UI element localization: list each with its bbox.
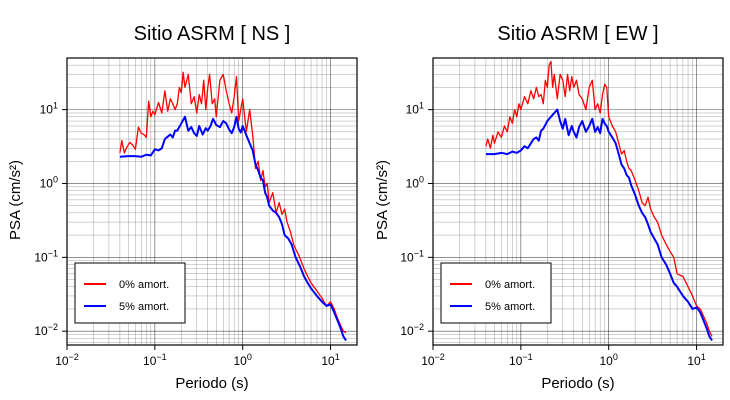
chart-panel-ns: Sitio ASRM [ NS ] Periodo (s) PSA (cm/s²…	[7, 23, 358, 392]
legend-label: 5% amort.	[485, 301, 535, 313]
plot-frame	[66, 57, 358, 346]
y-tick-label: 10−1	[400, 248, 424, 264]
chart-title: Sitio ASRM [ NS ]	[134, 23, 291, 45]
x-tick-label: 10−2	[421, 352, 445, 368]
x-tick-label: 101	[321, 352, 339, 368]
x-tick-label: 100	[234, 352, 252, 368]
y-axis-label: PSA (cm/s²)	[7, 160, 24, 240]
y-tick-label: 101	[406, 101, 424, 117]
y-axis-label: PSA (cm/s²)	[374, 160, 391, 240]
x-tick-label: 10−1	[509, 352, 533, 368]
x-axis-label: Periodo (s)	[175, 375, 248, 392]
x-tick-label: 100	[600, 352, 618, 368]
y-tick-label: 101	[40, 101, 58, 117]
legend-label: 5% amort.	[119, 301, 169, 313]
x-axis-label: Periodo (s)	[541, 375, 614, 392]
legend: 0% amort. 5% amort.	[440, 262, 552, 324]
x-tick-label: 101	[687, 352, 705, 368]
y-tick-label: 10−1	[34, 248, 58, 264]
legend: 0% amort. 5% amort.	[74, 262, 186, 324]
chart-title: Sitio ASRM [ EW ]	[497, 23, 658, 45]
x-tick-label: 10−2	[55, 352, 79, 368]
series-line-damped	[119, 115, 347, 341]
y-tick-label: 100	[40, 174, 58, 190]
legend-label: 0% amort.	[485, 279, 535, 291]
y-tick-label: 10−2	[400, 322, 424, 338]
legend-box	[74, 262, 186, 324]
y-tick-label: 10−2	[34, 322, 58, 338]
series-line-undamped	[119, 71, 347, 334]
chart-panel-ew: Sitio ASRM [ EW ] Periodo (s) PSA (cm/s²…	[374, 23, 724, 392]
legend-label: 0% amort.	[119, 279, 169, 291]
x-tick-label: 10−1	[143, 352, 167, 368]
series-line-undamped	[485, 60, 713, 337]
series-line-damped	[485, 108, 713, 341]
y-tick-label: 100	[406, 174, 424, 190]
ticks: 10−2 10−1 100 101 10−2 10−1 100 101	[400, 57, 724, 368]
series-group	[119, 71, 347, 341]
series-group	[485, 60, 713, 341]
ticks: 10−2 10−1 100 101 10−2 10−1 100 101	[34, 57, 358, 368]
plot-frame	[432, 57, 724, 346]
legend-box	[440, 262, 552, 324]
